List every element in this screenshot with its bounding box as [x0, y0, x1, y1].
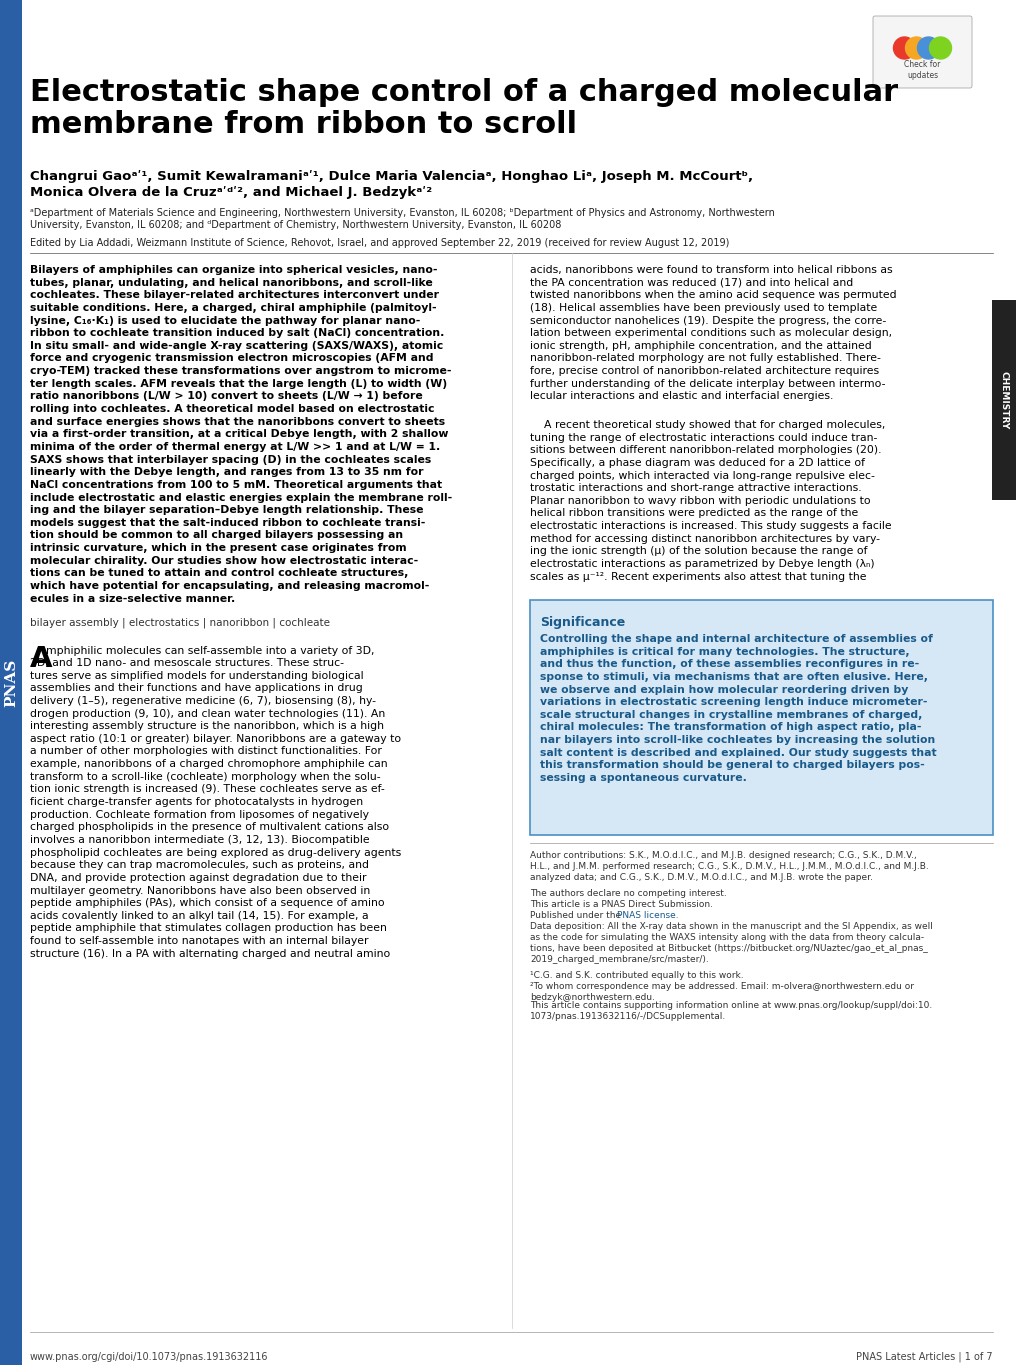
Text: Changrui Gaoᵃʹ¹, Sumit Kewalramaniᵃʹ¹, Dulce Maria Valenciaᵃ, Honghao Liᵃ, Josep: Changrui Gaoᵃʹ¹, Sumit Kewalramaniᵃʹ¹, D…: [30, 171, 752, 183]
Text: Electrostatic shape control of a charged molecular
membrane from ribbon to scrol: Electrostatic shape control of a charged…: [30, 78, 898, 139]
Text: ¹C.G. and S.K. contributed equally to this work.: ¹C.G. and S.K. contributed equally to th…: [530, 971, 743, 980]
Text: Published under the: Published under the: [530, 910, 624, 920]
Text: ᵃDepartment of Materials Science and Engineering, Northwestern University, Evans: ᵃDepartment of Materials Science and Eng…: [30, 207, 774, 231]
Text: PNAS Latest Articles | 1 of 7: PNAS Latest Articles | 1 of 7: [856, 1351, 993, 1362]
Bar: [530, 601, 993, 835]
Text: PNAS: PNAS: [4, 659, 18, 707]
Bar: [991, 300, 1015, 500]
Text: A: A: [30, 646, 52, 673]
Text: Controlling the shape and internal architecture of assemblies of
amphiphiles is : Controlling the shape and internal archi…: [539, 633, 935, 784]
Circle shape: [917, 37, 938, 59]
Text: 2D, and 1D nano- and mesoscale structures. These struc-
tures serve as simplifie: 2D, and 1D nano- and mesoscale structure…: [30, 658, 400, 958]
Circle shape: [905, 37, 926, 59]
Text: acids, nanoribbons were found to transform into helical ribbons as
the PA concen: acids, nanoribbons were found to transfo…: [530, 265, 896, 401]
Circle shape: [928, 37, 951, 59]
Text: www.pnas.org/cgi/doi/10.1073/pnas.1913632116: www.pnas.org/cgi/doi/10.1073/pnas.191363…: [30, 1351, 268, 1362]
Text: This article is a PNAS Direct Submission.: This article is a PNAS Direct Submission…: [530, 900, 712, 909]
FancyBboxPatch shape: [872, 16, 971, 87]
Text: ²To whom correspondence may be addressed. Email: m-olvera@northwestern.edu or
be: ²To whom correspondence may be addressed…: [530, 981, 913, 1002]
Text: Check for
updates: Check for updates: [904, 60, 940, 79]
Text: Significance: Significance: [539, 616, 625, 629]
Text: This article contains supporting information online at www.pnas.org/lookup/suppl: This article contains supporting informa…: [530, 1001, 931, 1021]
Bar: [0, 0, 22, 1365]
Text: CHEMISTRY: CHEMISTRY: [999, 371, 1008, 429]
Text: bilayer assembly | electrostatics | nanoribbon | cochleate: bilayer assembly | electrostatics | nano…: [30, 618, 330, 628]
Text: Bilayers of amphiphiles can organize into spherical vesicles, nano-
tubes, plana: Bilayers of amphiphiles can organize int…: [30, 265, 451, 603]
Text: A recent theoretical study showed that for charged molecules,
tuning the range o: A recent theoretical study showed that f…: [530, 420, 891, 581]
Text: Data deposition: All the X-ray data shown in the manuscript and the SI Appendix,: Data deposition: All the X-ray data show…: [530, 921, 932, 964]
Text: mphiphilic molecules can self-assemble into a variety of 3D,: mphiphilic molecules can self-assemble i…: [46, 646, 374, 657]
Text: PNAS license.: PNAS license.: [616, 910, 678, 920]
Circle shape: [893, 37, 915, 59]
Text: Author contributions: S.K., M.O.d.l.C., and M.J.B. designed research; C.G., S.K.: Author contributions: S.K., M.O.d.l.C., …: [530, 850, 928, 882]
Text: The authors declare no competing interest.: The authors declare no competing interes…: [530, 889, 726, 898]
Text: Edited by Lia Addadi, Weizmann Institute of Science, Rehovot, Israel, and approv: Edited by Lia Addadi, Weizmann Institute…: [30, 238, 729, 248]
Text: Monica Olvera de la Cruzᵃʹᵈʹ², and Michael J. Bedzykᵃʹ²: Monica Olvera de la Cruzᵃʹᵈʹ², and Micha…: [30, 186, 432, 199]
